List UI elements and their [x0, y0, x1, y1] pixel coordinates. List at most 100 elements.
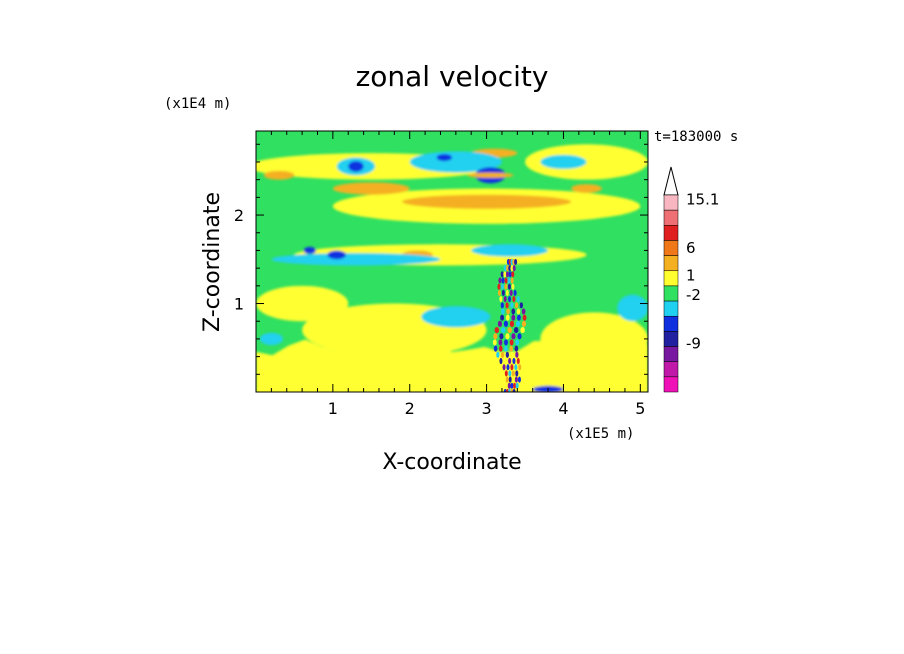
x-tick-label: 2: [405, 399, 415, 418]
wave-cell: [501, 289, 505, 297]
chart-title: zonal velocity: [356, 60, 549, 93]
wave-cell: [515, 382, 519, 389]
contour-region: [471, 244, 549, 257]
wave-cell: [511, 314, 516, 321]
contour-region: [421, 306, 491, 328]
colorbar-label: 6: [686, 239, 696, 257]
wave-cell: [508, 388, 512, 392]
contour-region: [271, 253, 441, 266]
wave-cell: [492, 339, 497, 346]
wave-cell: [513, 289, 517, 297]
colorbar-segment: [663, 240, 679, 256]
wave-cell: [514, 364, 518, 371]
contour-region: [263, 170, 295, 180]
wave-cell: [505, 302, 509, 309]
wave-cell: [511, 333, 516, 340]
colorbar-segment: [663, 346, 679, 362]
contour-region: [540, 312, 648, 366]
contour-region: [256, 285, 349, 322]
contour-region: [332, 182, 410, 195]
wave-cell: [509, 345, 513, 352]
wave-cell: [500, 302, 504, 309]
wave-cell: [508, 370, 512, 377]
wave-cell: [505, 351, 509, 358]
contour-region: [348, 161, 364, 172]
wave-cell: [518, 370, 522, 377]
wave-cell: [497, 289, 501, 297]
wave-cell: [505, 388, 509, 392]
wave-cell: [517, 314, 521, 321]
colorbar-label: 1: [686, 266, 696, 284]
wave-cell: [515, 320, 521, 327]
wave-cell: [510, 382, 514, 389]
wave-cell: [510, 277, 514, 284]
wave-cell: [508, 357, 512, 365]
wave-cell: [499, 357, 503, 365]
colorbar-extend-arrow: [663, 166, 679, 196]
wave-cell: [503, 265, 507, 272]
wave-cell: [500, 283, 504, 290]
wave-cell: [511, 376, 515, 383]
wave-cell: [502, 364, 506, 371]
wave-cell: [497, 320, 502, 327]
wave-cell: [501, 308, 505, 315]
wave-cell: [508, 296, 512, 303]
colorbar-segment: [663, 331, 679, 347]
wave-cell: [510, 302, 514, 309]
wave-cell: [504, 277, 508, 284]
colorbar: 15.1 6 1 -2 -9: [663, 166, 719, 393]
wave-cell: [505, 333, 510, 340]
y-unit-label: (x1E4 m): [164, 96, 231, 112]
wave-cell: [512, 357, 516, 365]
wave-cell: [498, 277, 502, 284]
wave-cell: [509, 339, 514, 346]
colorbar-segment: [663, 255, 679, 272]
x-tick-label: 1: [328, 399, 338, 418]
wave-cell: [505, 271, 509, 278]
contour-region: [436, 154, 452, 162]
wave-cell: [504, 283, 508, 290]
wave-cell: [511, 308, 516, 315]
contour-region: [303, 246, 316, 254]
wave-cell: [515, 370, 519, 377]
wave-cell: [500, 271, 504, 278]
wave-cell: [506, 364, 510, 371]
wave-cell: [499, 296, 503, 303]
colorbar-segment: [663, 285, 679, 302]
x-tick-label: 3: [481, 399, 491, 418]
wave-cell: [503, 388, 507, 392]
wave-cell: [516, 308, 521, 315]
plot-frame: [255, 130, 649, 393]
y-tick-label: 2: [234, 206, 244, 225]
wave-cell: [504, 345, 508, 352]
wave-cell: [499, 333, 504, 340]
wave-cell: [499, 345, 503, 352]
wave-cell: [507, 283, 511, 290]
contour-region: [402, 194, 572, 209]
wave-cell: [510, 351, 514, 358]
wave-cell: [504, 339, 508, 346]
wave-cell: [516, 357, 520, 365]
wave-cell: [494, 326, 500, 334]
contour-field: [256, 131, 648, 392]
wave-cell: [500, 351, 505, 358]
wave-cell: [514, 376, 518, 383]
wave-cell: [522, 314, 527, 321]
wave-cell: [514, 258, 518, 266]
x-axis-title: X-coordinate: [382, 450, 521, 475]
wave-cell: [509, 289, 513, 297]
wave-cell: [508, 265, 512, 272]
wave-cell: [515, 339, 520, 346]
colorbar-label: 15.1: [686, 191, 719, 209]
contour-region: [467, 172, 514, 178]
wave-cell: [511, 283, 515, 290]
wave-cell: [518, 364, 522, 371]
wave-cell: [519, 302, 523, 309]
wave-cell: [506, 308, 510, 315]
x-axis: 1 2 3 4 5: [270, 131, 645, 418]
wave-cell: [514, 345, 519, 352]
colorbar-segment: [663, 225, 679, 241]
wave-cell: [507, 277, 511, 284]
wave-cell: [511, 370, 515, 377]
